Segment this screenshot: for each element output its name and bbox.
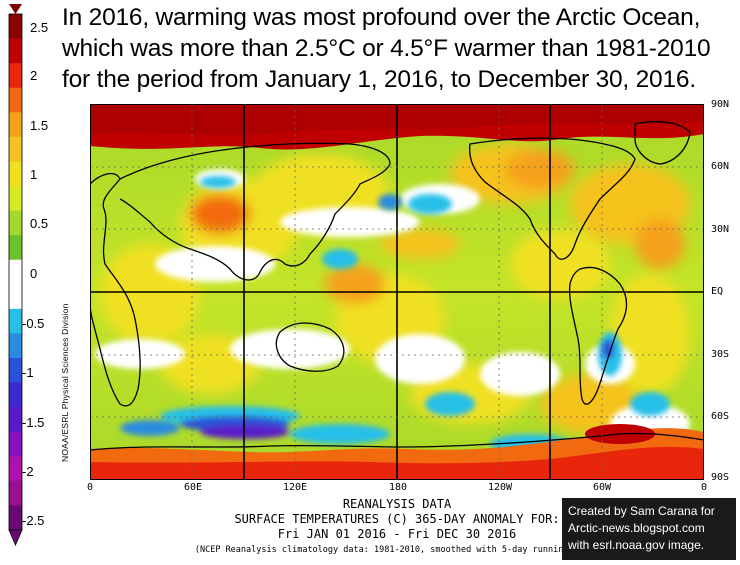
scale-swatch xyxy=(9,63,22,89)
scale-swatch xyxy=(9,186,22,212)
scale-swatch xyxy=(9,308,22,334)
lat-label-90n: 90N xyxy=(711,99,730,110)
scale-swatch xyxy=(9,38,22,64)
scale-label-neg-2-5: -2.5 xyxy=(22,513,45,528)
color-scale: 2.5 2 1.5 1 0.5 0 -0.5 -1 -1.5 -2 -2.5 xyxy=(0,0,60,565)
scale-swatch xyxy=(9,136,22,162)
lat-label-eq: EQ xyxy=(711,286,724,297)
scale-swatch xyxy=(9,14,22,40)
caption-date-range: Fri JAN 01 2016 - Fri DEC 30 2016 xyxy=(277,527,517,541)
headline-line-2: which was more than 2.5°C or 4.5°F warme… xyxy=(62,35,711,62)
lat-label-60s: 60S xyxy=(711,411,730,422)
continent-outlines xyxy=(90,121,704,451)
greenland-outline xyxy=(634,121,691,165)
scale-label-2-5: 2.5 xyxy=(30,20,49,35)
lat-label-60n: 60N xyxy=(711,161,730,172)
warm-patches xyxy=(100,144,690,434)
scale-label-neg-0-5: -0.5 xyxy=(22,316,45,331)
lat-label-30s: 30S xyxy=(711,349,730,360)
lon-label-120w: 120W xyxy=(487,482,513,493)
side-label: NOAA/ESRL Physical Sciences Division xyxy=(60,303,70,462)
asia-outline xyxy=(119,142,391,281)
scale-label-0: 0 xyxy=(30,266,38,281)
scale-swatch xyxy=(9,407,22,433)
scale-label-0-5: 0.5 xyxy=(30,216,49,231)
headline-line-3: for the period from January 1, 2016, to … xyxy=(62,66,696,93)
scale-swatch xyxy=(9,333,22,359)
south-america-outline xyxy=(568,266,628,405)
scale-label-1-5: 1.5 xyxy=(30,118,49,133)
credit-line-1: Created by Sam Carana for xyxy=(568,504,715,518)
scale-swatch xyxy=(9,235,22,261)
scale-label-1: 1 xyxy=(30,167,38,182)
scale-swatch xyxy=(9,456,22,482)
credit-line-3: with esrl.noaa.gov image. xyxy=(568,538,705,552)
scale-swatch xyxy=(9,284,22,310)
map-frame xyxy=(90,104,704,480)
caption-reanalysis: REANALYSIS DATA xyxy=(342,497,452,511)
scale-swatch xyxy=(9,382,22,408)
antarctica-outline xyxy=(90,432,704,451)
caption-surface-temps: SURFACE TEMPERATURES (C) 365-DAY ANOMALY… xyxy=(234,512,560,526)
scale-label-neg-1: -1 xyxy=(22,365,34,380)
lon-label-60w: 60W xyxy=(592,482,612,493)
cool-patches xyxy=(120,176,670,454)
credit-line-2: Arctic-news.blogspot.com xyxy=(568,521,705,535)
scale-swatch xyxy=(9,480,22,506)
scale-swatch xyxy=(9,358,22,384)
caption-climatology-note: (NCEP Reanalysis climatology data: 1981-… xyxy=(194,545,600,555)
lat-label-90s: 90S xyxy=(711,472,730,483)
scale-swatch xyxy=(9,210,22,236)
headline: In 2016, warming was most profound over … xyxy=(62,2,737,95)
scale-swatch xyxy=(9,87,22,113)
credit-box: Created by Sam Carana for Arctic-news.bl… xyxy=(562,498,736,560)
australia-outline xyxy=(275,322,345,372)
scale-swatch xyxy=(9,161,22,187)
scale-swatch xyxy=(9,259,22,285)
scale-label-2: 2 xyxy=(30,68,38,83)
lat-label-30n: 30N xyxy=(711,224,730,235)
europe-africa-outline xyxy=(90,172,141,407)
headline-line-1: In 2016, warming was most profound over … xyxy=(62,4,701,31)
scale-swatch xyxy=(9,112,22,138)
lon-label-120e: 120E xyxy=(282,482,308,493)
scale-swatch xyxy=(9,505,22,531)
lon-label-60e: 60E xyxy=(183,482,203,493)
color-scale-bar xyxy=(8,4,23,547)
lon-label-0-right: 0 xyxy=(700,482,708,493)
scale-swatch xyxy=(9,431,22,457)
scale-top-arrow xyxy=(9,4,22,14)
anomaly-map xyxy=(90,104,704,480)
lon-label-0-left: 0 xyxy=(86,482,94,493)
scale-label-neg-1-5: -1.5 xyxy=(22,415,45,430)
scale-bottom-arrow xyxy=(8,529,23,547)
map-grid xyxy=(90,104,704,480)
north-america-outline xyxy=(469,137,636,260)
scale-label-neg-2: -2 xyxy=(22,464,34,479)
lon-label-180: 180 xyxy=(388,482,408,493)
